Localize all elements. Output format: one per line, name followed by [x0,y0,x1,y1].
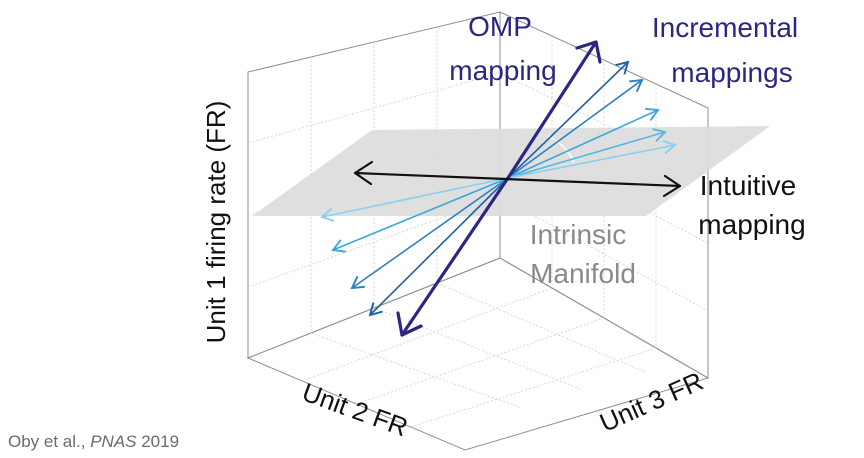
grid-lines [247,27,709,428]
incremental-arrow-9 [320,177,509,222]
intuitive-label-line1: Intuitive [700,170,797,201]
citation: Oby et al., PNAS 2019 [8,432,179,452]
axis-label-unit1: Unit 1 firing rate (FR) [201,101,231,344]
citation-journal: PNAS [90,432,137,451]
omp-mapping [396,40,602,337]
incremental-arrow-5 [507,139,677,179]
incremental-mappings-lower [320,177,509,317]
citation-authors: Oby et al., [8,432,91,451]
manifold-label-line2: Manifold [530,258,636,289]
incremental-label-line1: Incremental [652,12,798,43]
intuitive-mapping [353,160,682,198]
omp-label-line1: OMP [468,11,532,42]
incremental-arrow-4 [507,128,667,179]
intuitive-label-line2: mapping [698,209,805,240]
incremental-label-line2: mappings [671,57,792,88]
axis-label-unit3: Unit 3 FR [595,366,708,438]
incremental-arrow-6 [368,177,509,317]
incremental-arrow-3 [507,107,660,179]
incremental-arrow-7 [350,177,509,290]
incremental-arrow-1 [507,60,630,179]
incremental-arrow-2 [507,78,644,179]
incremental-arrow-8 [331,177,509,253]
omp-label-line2: mapping [449,55,556,86]
citation-year: 2019 [136,432,180,451]
axis-label-unit2: Unit 2 FR [298,377,411,443]
incremental-mappings-upper [507,60,677,179]
manifold-label-line1: Intrinsic [530,219,626,250]
